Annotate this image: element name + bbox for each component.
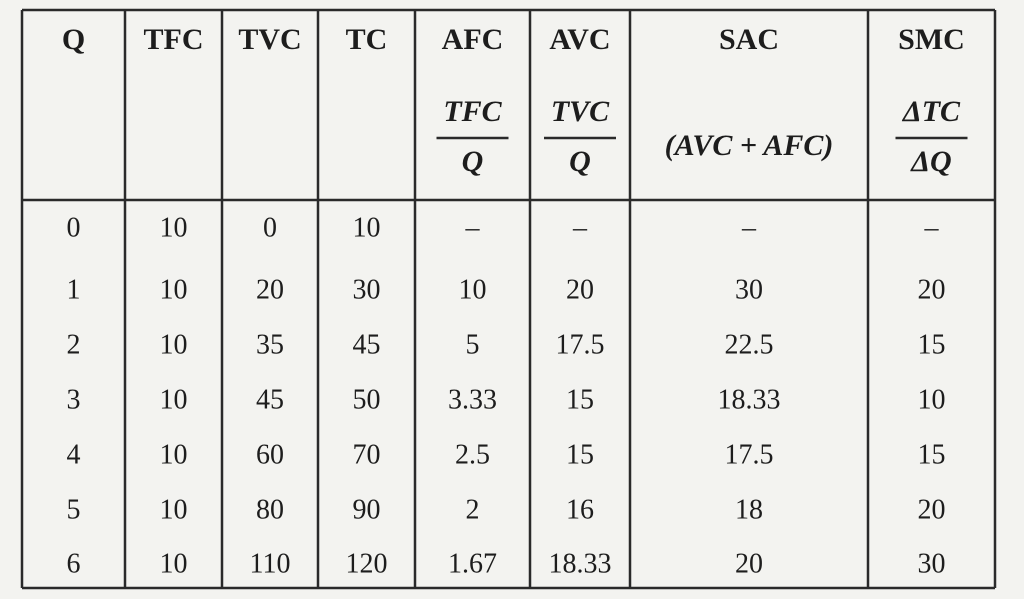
cell: 18.33 xyxy=(718,384,781,415)
cell: 10 xyxy=(353,212,381,243)
cell: 20 xyxy=(735,548,763,579)
cell: 0 xyxy=(263,212,277,243)
cell: 16 xyxy=(566,494,594,525)
cell: 10 xyxy=(160,548,188,579)
cell: 15 xyxy=(918,329,946,360)
column-header: AVC xyxy=(549,23,610,56)
cell: – xyxy=(465,212,481,243)
cell: 5 xyxy=(67,494,81,525)
column-header: AFC xyxy=(442,23,504,56)
cell: 2 xyxy=(67,329,81,360)
formula-numerator: TVC xyxy=(551,95,610,128)
cell: 0 xyxy=(67,212,81,243)
cell: 17.5 xyxy=(725,439,774,470)
cell: 10 xyxy=(160,329,188,360)
cell: 4 xyxy=(67,439,81,470)
column-header: TFC xyxy=(144,23,204,56)
cell: 2.5 xyxy=(455,439,490,470)
column-header: Q xyxy=(62,23,85,56)
cell: 10 xyxy=(160,439,188,470)
cell: 30 xyxy=(735,274,763,305)
formula: (AVC + AFC) xyxy=(665,129,834,162)
cell: 10 xyxy=(160,274,188,305)
cell: 10 xyxy=(160,494,188,525)
column-header: TC xyxy=(346,23,388,56)
cell: 10 xyxy=(459,274,487,305)
cell: 3.33 xyxy=(448,384,497,415)
cell: 15 xyxy=(566,439,594,470)
column-header: SAC xyxy=(719,23,779,56)
cell: – xyxy=(924,212,940,243)
cell: 6 xyxy=(67,548,81,579)
cell: 10 xyxy=(160,384,188,415)
cell: 90 xyxy=(353,494,381,525)
cell: 70 xyxy=(353,439,381,470)
cell: 80 xyxy=(256,494,284,525)
column-header: SMC xyxy=(898,23,965,56)
formula-numerator: ΔTC xyxy=(902,95,961,128)
cell: 15 xyxy=(566,384,594,415)
cell: 30 xyxy=(918,548,946,579)
formula-denominator: ΔQ xyxy=(910,145,951,178)
cell: 20 xyxy=(918,274,946,305)
formula-denominator: Q xyxy=(569,145,591,178)
cell: 1.67 xyxy=(448,548,497,579)
cell: 60 xyxy=(256,439,284,470)
cell: 35 xyxy=(256,329,284,360)
cell: 20 xyxy=(918,494,946,525)
cell: 5 xyxy=(466,329,480,360)
cell: 15 xyxy=(918,439,946,470)
formula-denominator: Q xyxy=(462,145,484,178)
cell: 120 xyxy=(346,548,388,579)
cell: – xyxy=(741,212,757,243)
cell: 20 xyxy=(566,274,594,305)
formula-numerator: TFC xyxy=(443,95,502,128)
cell: 45 xyxy=(256,384,284,415)
cell: 10 xyxy=(160,212,188,243)
column-header: TVC xyxy=(238,23,301,56)
cell: – xyxy=(572,212,588,243)
cell: 45 xyxy=(353,329,381,360)
cell: 1 xyxy=(67,274,81,305)
cell: 30 xyxy=(353,274,381,305)
cell: 20 xyxy=(256,274,284,305)
cell: 110 xyxy=(250,548,291,579)
cell: 22.5 xyxy=(725,329,774,360)
cell: 18.33 xyxy=(549,548,612,579)
cell: 18 xyxy=(735,494,763,525)
cell: 2 xyxy=(466,494,480,525)
cell: 10 xyxy=(918,384,946,415)
cell: 3 xyxy=(67,384,81,415)
cell: 17.5 xyxy=(556,329,605,360)
cell: 50 xyxy=(353,384,381,415)
